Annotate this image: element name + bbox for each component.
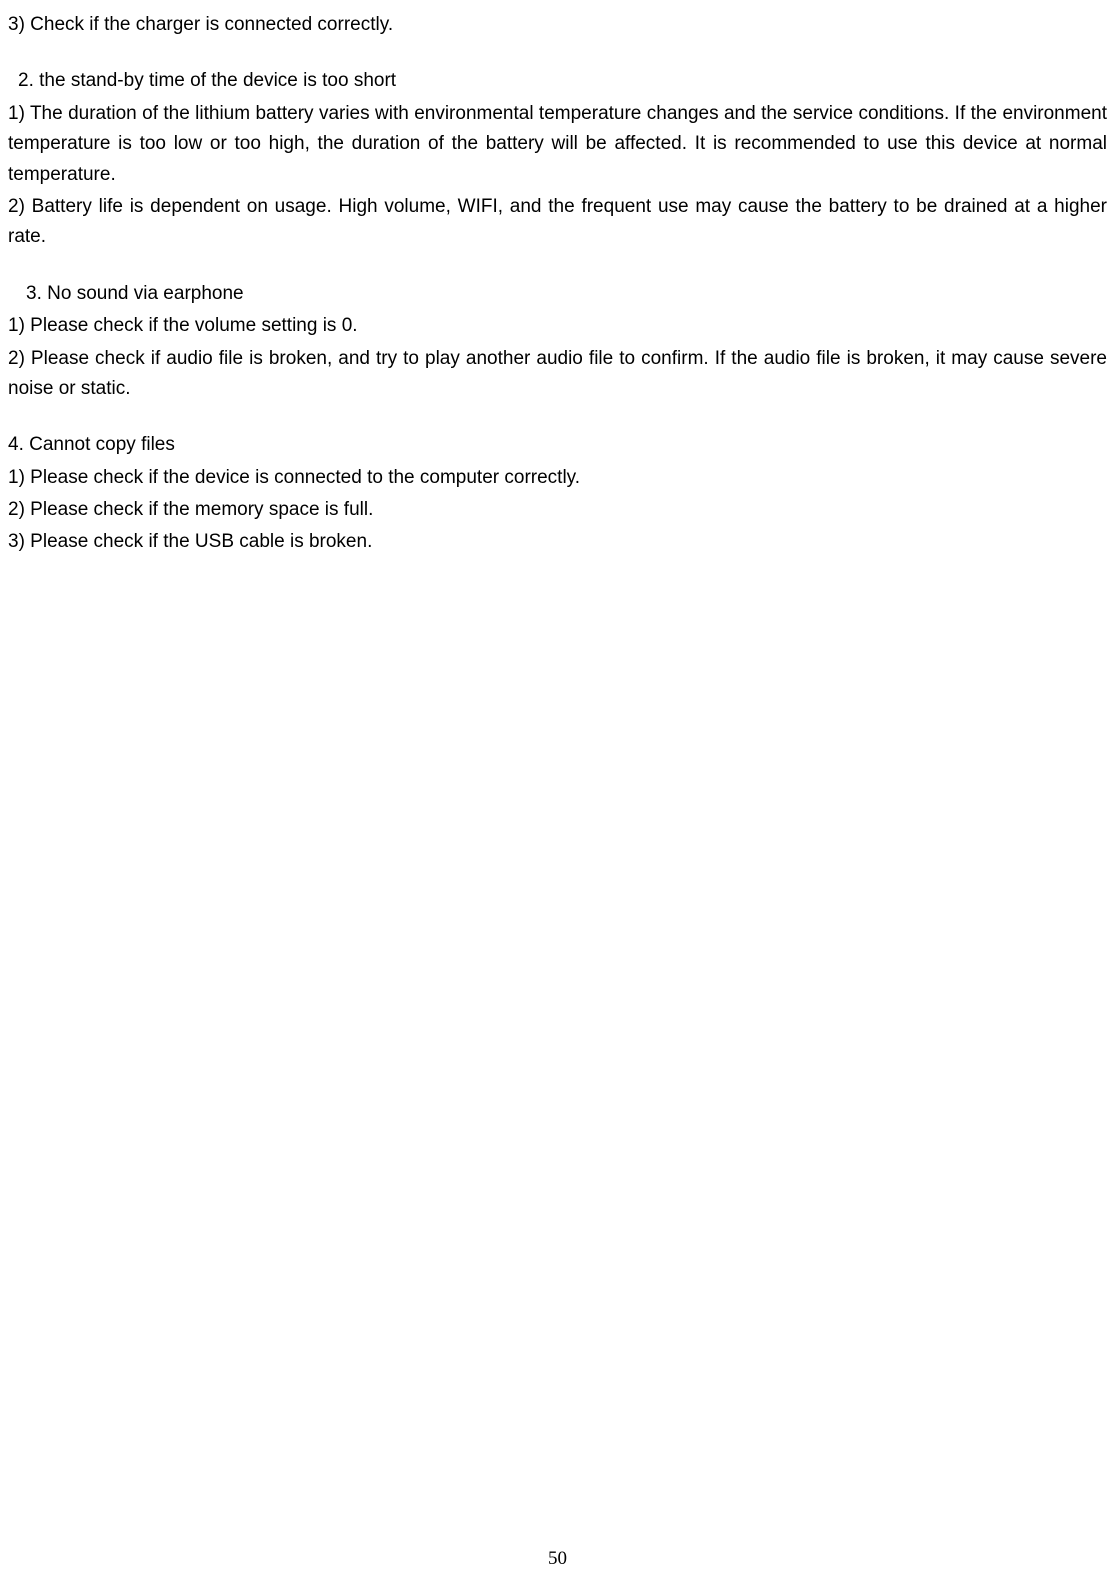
blank-line bbox=[8, 255, 1107, 279]
text-line: 3) Check if the charger is connected cor… bbox=[8, 10, 1107, 40]
section-heading: 3. No sound via earphone bbox=[8, 279, 1107, 309]
text-line: 2) Battery life is dependent on usage. H… bbox=[8, 192, 1107, 253]
text-line: 3) Please check if the USB cable is brok… bbox=[8, 527, 1107, 557]
section-heading: 4. Cannot copy files bbox=[8, 430, 1107, 460]
text-line: 1) Please check if the volume setting is… bbox=[8, 311, 1107, 341]
document-body: 3) Check if the charger is connected cor… bbox=[8, 10, 1107, 558]
text-line: 1) The duration of the lithium battery v… bbox=[8, 99, 1107, 190]
blank-line bbox=[8, 406, 1107, 430]
text-line: 2) Please check if audio file is broken,… bbox=[8, 344, 1107, 405]
text-line: 2) Please check if the memory space is f… bbox=[8, 495, 1107, 525]
section-heading: 2. the stand-by time of the device is to… bbox=[8, 66, 1107, 96]
blank-line bbox=[8, 42, 1107, 66]
text-line: 1) Please check if the device is connect… bbox=[8, 463, 1107, 493]
page-number: 50 bbox=[0, 1544, 1115, 1574]
